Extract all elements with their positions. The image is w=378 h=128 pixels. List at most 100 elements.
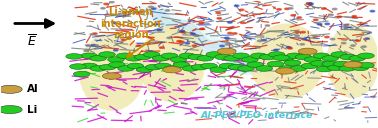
Circle shape — [216, 12, 220, 14]
Circle shape — [257, 40, 262, 42]
Circle shape — [256, 47, 260, 48]
Circle shape — [332, 8, 337, 10]
Circle shape — [268, 52, 285, 57]
Circle shape — [224, 56, 240, 61]
Circle shape — [210, 67, 226, 72]
Circle shape — [343, 61, 362, 68]
Circle shape — [340, 54, 356, 60]
Circle shape — [180, 41, 184, 42]
Circle shape — [298, 48, 317, 55]
Circle shape — [322, 61, 339, 67]
Circle shape — [318, 23, 322, 25]
Circle shape — [81, 63, 98, 69]
Circle shape — [181, 31, 185, 33]
Circle shape — [365, 38, 369, 39]
Circle shape — [330, 38, 335, 40]
Circle shape — [231, 50, 235, 51]
Circle shape — [333, 61, 350, 67]
Circle shape — [192, 45, 197, 46]
Ellipse shape — [139, 26, 205, 102]
Circle shape — [121, 39, 126, 41]
Circle shape — [351, 45, 355, 46]
Circle shape — [276, 68, 294, 74]
Circle shape — [152, 8, 156, 9]
Circle shape — [288, 47, 292, 49]
Circle shape — [295, 54, 312, 60]
Circle shape — [143, 52, 160, 57]
Circle shape — [155, 63, 171, 69]
Circle shape — [197, 56, 214, 61]
Circle shape — [337, 16, 342, 18]
Circle shape — [331, 52, 347, 57]
Polygon shape — [142, 2, 255, 69]
Circle shape — [160, 47, 164, 48]
Circle shape — [102, 73, 121, 79]
Circle shape — [135, 54, 151, 60]
Circle shape — [277, 56, 294, 61]
Circle shape — [93, 33, 97, 34]
Circle shape — [274, 49, 278, 51]
Circle shape — [228, 22, 232, 23]
Circle shape — [220, 45, 224, 47]
Circle shape — [84, 50, 88, 51]
Circle shape — [313, 35, 317, 37]
Circle shape — [182, 66, 199, 71]
Circle shape — [300, 44, 305, 45]
Circle shape — [233, 53, 249, 58]
Circle shape — [161, 53, 178, 58]
Circle shape — [91, 44, 96, 46]
Circle shape — [228, 64, 245, 70]
Circle shape — [199, 22, 203, 24]
Ellipse shape — [79, 32, 145, 111]
Circle shape — [232, 33, 237, 34]
Circle shape — [179, 53, 196, 58]
Circle shape — [301, 31, 305, 33]
Circle shape — [352, 15, 356, 17]
Circle shape — [110, 1, 114, 3]
Circle shape — [219, 63, 236, 69]
Circle shape — [288, 8, 293, 9]
Circle shape — [297, 17, 302, 18]
Circle shape — [94, 45, 99, 46]
Circle shape — [164, 66, 180, 71]
Circle shape — [344, 24, 349, 26]
Circle shape — [247, 62, 263, 67]
Text: Al-PEG/PEO interface: Al-PEG/PEO interface — [201, 110, 313, 119]
Ellipse shape — [249, 23, 325, 99]
Circle shape — [146, 64, 162, 70]
Circle shape — [262, 39, 266, 41]
Circle shape — [267, 61, 284, 67]
Circle shape — [170, 57, 187, 62]
Circle shape — [177, 41, 181, 42]
Circle shape — [217, 18, 222, 19]
Circle shape — [0, 85, 22, 93]
Circle shape — [304, 57, 321, 62]
Circle shape — [117, 53, 133, 58]
Text: Li: Li — [27, 105, 37, 115]
Circle shape — [240, 22, 245, 24]
Circle shape — [136, 67, 153, 72]
Polygon shape — [133, 2, 245, 69]
Circle shape — [185, 42, 190, 44]
Circle shape — [286, 47, 291, 48]
Circle shape — [165, 10, 170, 11]
Circle shape — [217, 48, 236, 55]
Circle shape — [291, 15, 295, 16]
Circle shape — [194, 35, 198, 37]
Circle shape — [90, 34, 94, 35]
Circle shape — [99, 64, 116, 70]
Circle shape — [349, 56, 366, 61]
Circle shape — [90, 66, 107, 71]
Circle shape — [362, 46, 366, 47]
Circle shape — [225, 44, 230, 45]
Circle shape — [234, 5, 239, 7]
Circle shape — [251, 53, 267, 58]
Circle shape — [153, 24, 158, 25]
Circle shape — [0, 105, 22, 114]
Circle shape — [225, 37, 229, 39]
Circle shape — [355, 40, 360, 41]
Circle shape — [265, 25, 270, 26]
Circle shape — [316, 66, 333, 72]
Circle shape — [301, 63, 318, 69]
Circle shape — [125, 56, 142, 61]
